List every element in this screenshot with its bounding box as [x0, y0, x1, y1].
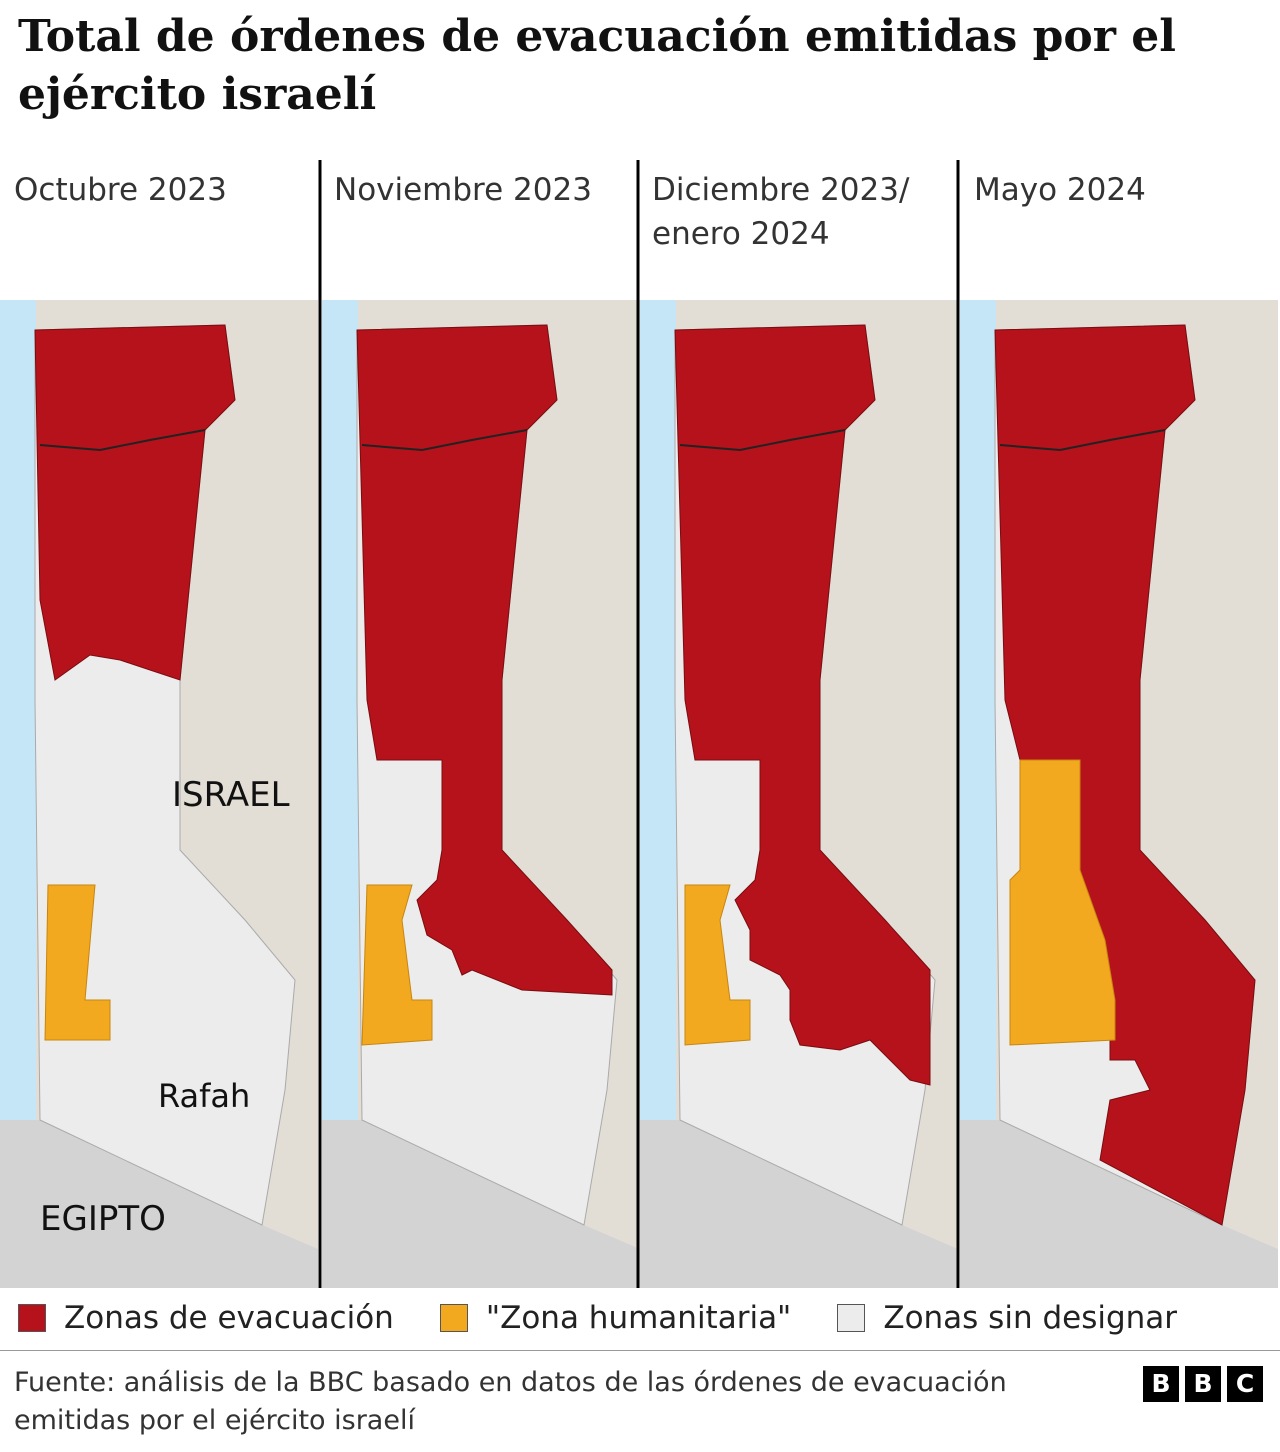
egypt — [960, 1120, 1278, 1288]
map-panel — [0, 300, 318, 1288]
sea — [640, 300, 676, 1130]
humanitarian-zone — [44, 884, 111, 1041]
sea — [0, 300, 36, 1130]
logo-letter: B — [1185, 1366, 1221, 1402]
border-line — [999, 429, 1166, 452]
legend-label: Zonas de evacuación — [64, 1300, 394, 1336]
map-label: EGIPTO — [40, 1199, 166, 1239]
egypt — [0, 1120, 318, 1288]
logo-letter: B — [1143, 1366, 1179, 1402]
humanitarian-zone — [361, 884, 433, 1046]
legend-label: Zonas sin designar — [883, 1300, 1178, 1336]
logo: B B C — [1143, 1366, 1269, 1402]
map-panel — [322, 300, 640, 1288]
legend: Zonas de evacuación "Zona humanitaria" Z… — [18, 1300, 1280, 1336]
panel-label: Mayo 2024 — [974, 172, 1146, 208]
border-line — [679, 429, 846, 452]
humanitarian-zone — [684, 884, 751, 1046]
legend-item: Zonas de evacuación — [18, 1300, 394, 1336]
map-panel — [960, 300, 1278, 1288]
legend-item: "Zona humanitaria" — [439, 1300, 792, 1336]
egypt — [322, 1120, 640, 1288]
title: Total de órdenes de evacuación emitidas … — [18, 11, 1176, 120]
map-label: Rafah — [158, 1077, 250, 1115]
egypt — [640, 1120, 958, 1288]
source: Fuente: análisis de la BBC basado en dat… — [14, 1367, 1007, 1436]
swatch — [439, 1304, 468, 1332]
divider — [0, 1350, 1280, 1351]
evacuation-zone — [674, 324, 931, 1086]
sea — [322, 300, 358, 1130]
panel-label: Diciembre 2023/ enero 2024 — [652, 172, 910, 252]
evacuation-zone — [356, 324, 613, 996]
border-line — [39, 429, 206, 452]
evacuation-zone — [34, 324, 236, 681]
logo-letter: C — [1227, 1366, 1263, 1402]
border-line — [361, 429, 528, 452]
swatch — [18, 1304, 46, 1332]
humanitarian-zone — [1009, 759, 1116, 1046]
panel-label: Octubre 2023 — [14, 172, 227, 208]
map-panel — [640, 300, 958, 1288]
swatch — [837, 1304, 866, 1332]
legend-label: "Zona humanitaria" — [485, 1300, 792, 1336]
maps: ISRAEL Rafah EGIPTO — [0, 160, 1278, 1288]
panel-label: Noviembre 2023 — [334, 172, 592, 208]
legend-item: Zonas sin designar — [837, 1300, 1177, 1336]
map-label: ISRAEL — [172, 775, 290, 815]
sea — [960, 300, 996, 1130]
